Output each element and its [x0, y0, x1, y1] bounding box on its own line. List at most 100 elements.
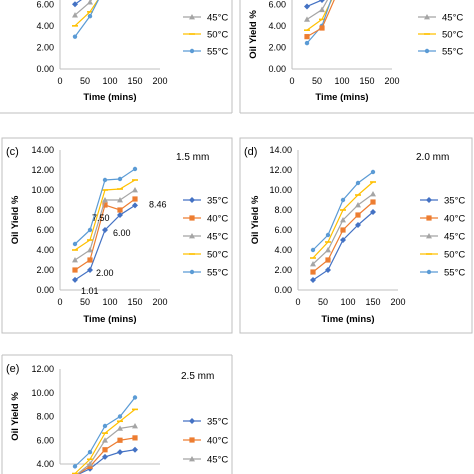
panel-c-data-point	[117, 176, 123, 182]
panel-b-data-point	[304, 3, 310, 10]
panel-d-frame	[239, 137, 473, 334]
chart-panel-c: 0.00 2.00 4.00 6.00 8.00 10.00 12.00 14.00 0 50 10…	[10, 145, 228, 325]
panel-e-data-point	[102, 423, 108, 429]
panel-d-ytick-label: 6.00	[274, 225, 292, 235]
panel-b-series-line	[306, 0, 329, 20]
panel-a-legend-label: 45°C	[207, 13, 228, 24]
panel-b-legend-label: 50°C	[442, 30, 463, 41]
panel-d-xtick-label: 200	[390, 297, 405, 307]
panel-d-data-point	[310, 261, 316, 267]
panel-d-data-point	[325, 247, 331, 253]
panel-b-series-line	[306, 0, 332, 44]
panel-d-ytick-label: 2.00	[274, 265, 292, 275]
chart-panel-b: 0.00 2.00 4.00 6.00 0 50 100 150 200 Time (mins) O…	[248, 0, 463, 103]
panel-d-data-point	[325, 232, 331, 238]
panel-a-xtick-label: 50	[80, 76, 90, 86]
panel-b-ytick-label: 2.00	[268, 42, 286, 52]
panel-c-ytick-label: 10.00	[31, 185, 54, 195]
panel-e-ytick-label: 6.00	[36, 435, 54, 445]
panel-c-data-point	[87, 257, 93, 263]
panel-b-data-point	[319, 25, 325, 31]
panel-d-data-point	[325, 257, 331, 263]
panel-c-xtick-label: 100	[102, 297, 117, 307]
panel-e-data-point	[117, 437, 123, 443]
panel-a-ytick-label: 6.00	[36, 0, 54, 9]
panel-d-data-point	[370, 209, 376, 215]
panel-e-legend-marker	[189, 456, 195, 462]
panel-a-series-line	[74, 0, 93, 16]
panel-e-data-point	[132, 435, 138, 441]
panel-b-xtick-label: 150	[359, 76, 374, 86]
panel-b-xtick-label: 50	[312, 76, 322, 86]
panel-c-data-label: 7.50	[92, 213, 110, 223]
panel-c-data-point	[72, 241, 78, 247]
panel-e-data-point	[102, 453, 108, 460]
panel-e-ytick-label: 4.00	[36, 459, 54, 469]
panel-a-series-line	[74, 0, 82, 5]
panel-a-legend-label: 55°C	[207, 47, 228, 58]
panel-d-data-point	[340, 237, 346, 243]
panel-c-legend-marker	[189, 197, 195, 203]
panel-c-legend-label: 55°C	[207, 268, 228, 279]
panel-d-legend-marker	[426, 269, 432, 275]
panel-c-legend-label: 35°C	[207, 196, 228, 207]
panel-c-frame	[1, 137, 233, 334]
panel-e-data-point	[132, 423, 138, 429]
panel-d-legend-marker	[426, 197, 432, 203]
panel-c-data-point	[132, 196, 138, 202]
panel-e-legend-label: 40°C	[207, 436, 228, 447]
panel-b-xtick-label: 200	[384, 76, 399, 86]
panel-c-legend-marker	[189, 233, 195, 239]
panel-c-x-axis-label: Time (mins)	[83, 314, 136, 325]
panel-b-data-point	[319, 0, 325, 3]
panel-a-x-axis-label: Time (mins)	[83, 92, 136, 103]
panel-b-legend-label: 55°C	[442, 47, 463, 58]
panel-a-series-line	[74, 0, 99, 37]
panel-label-e: (e)	[6, 363, 19, 375]
panel-c-ytick-label: 6.00	[36, 225, 54, 235]
panel-d-xtick-label: 150	[365, 297, 380, 307]
panel-c-data-label: 6.00	[113, 228, 131, 238]
panel-d-ytick-label: 8.00	[274, 205, 292, 215]
panel-a-data-point	[87, 0, 93, 5]
panel-label-d: (d)	[244, 146, 257, 158]
panel-b-series-line	[306, 0, 335, 38]
panel-a-data-point	[72, 12, 78, 18]
panel-b-ytick-label: 6.00	[268, 0, 286, 9]
panel-d-legend-label: 45°C	[444, 232, 465, 243]
panel-a-legend-marker	[189, 14, 195, 20]
panel-a-xtick-label: 150	[127, 76, 142, 86]
panel-a-series-line	[74, 0, 99, 27]
panel-b-xtick-label: 0	[289, 76, 294, 86]
panel-e-legend-label: 45°C	[207, 455, 228, 466]
panel-c-data-point	[117, 212, 123, 218]
panel-c-xtick-label: 0	[57, 297, 62, 307]
panel-e-ytick-label: 12.00	[31, 364, 54, 374]
panel-e-data-point	[72, 464, 78, 469]
panel-c-data-point	[117, 197, 123, 203]
panel-d-data-point	[355, 180, 361, 186]
panel-b-x-axis-label: Time (mins)	[315, 92, 368, 103]
panel-e-y-axis-label: Oil Yield %	[10, 392, 21, 441]
panel-a-ytick-label: 2.00	[36, 42, 54, 52]
panel-a-ytick-label: 4.00	[36, 21, 54, 31]
panel-e-data-point	[87, 461, 93, 467]
panel-c-data-point	[87, 267, 93, 273]
panel-c-data-point	[102, 197, 108, 203]
panel-a-data-point	[87, 13, 93, 19]
panel-d-ytick-label: 14.00	[269, 145, 292, 155]
panel-d-xtick-label: 100	[340, 297, 355, 307]
panel-e-data-point	[102, 437, 108, 443]
panel-c-data-point	[117, 207, 123, 213]
panel-e-data-point	[87, 449, 93, 455]
panel-d-ytick-label: 4.00	[274, 245, 292, 255]
chart-panel-d: 0.00 2.00 4.00 6.00 8.00 10.00 12.00 14.00 0 50 10…	[250, 145, 465, 325]
panel-a-xtick-label: 0	[57, 76, 62, 86]
panel-c-legend-label: 50°C	[207, 250, 228, 261]
panel-d-legend-marker	[426, 215, 432, 221]
panel-d-data-point	[355, 202, 361, 208]
panel-d-data-point	[310, 247, 316, 253]
panel-c-data-point	[72, 257, 78, 263]
panel-e-data-point	[117, 449, 123, 456]
panel-d-y-axis-label: Oil Yield %	[250, 195, 261, 244]
